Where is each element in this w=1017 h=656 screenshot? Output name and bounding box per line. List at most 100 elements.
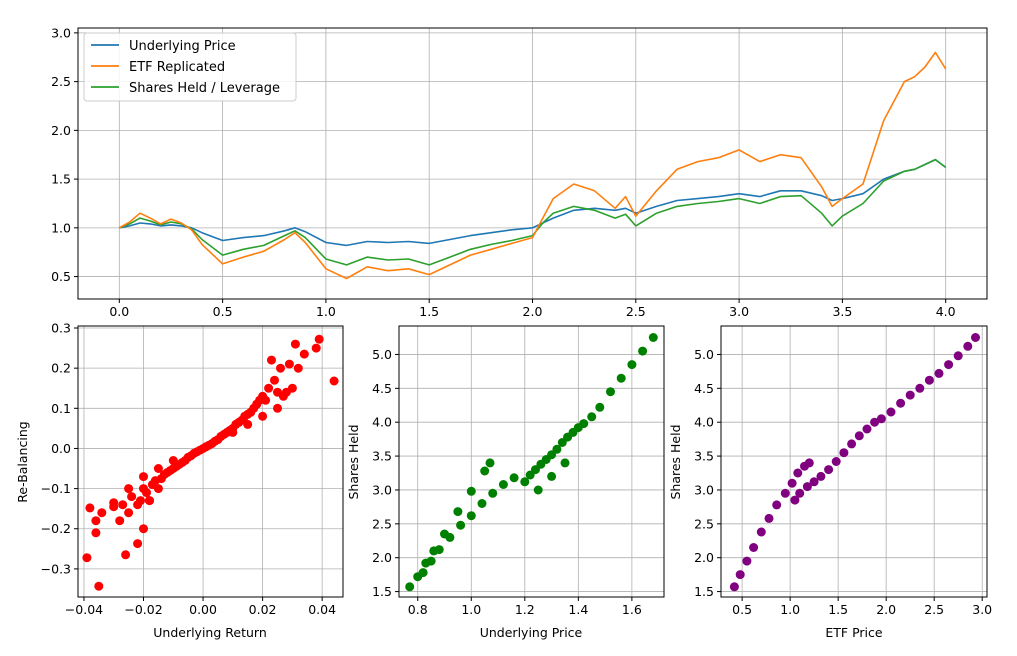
y-tick-label: 5.0 <box>694 347 714 362</box>
scatter-point <box>418 568 428 578</box>
line-chart-ticks: 0.0 0.5 1.0 1.5 2.0 2.5 3.0 3.5 4.0 0.5 1.0 1.5 2.0 2… <box>51 25 956 319</box>
scatter-point <box>91 516 101 526</box>
scatter-point <box>547 471 557 481</box>
scatter-shares-vs-etf-xlabel: ETF Price <box>825 625 882 640</box>
scatter-point <box>756 527 766 537</box>
scatter-shares-vs-etf: 0.5 1.0 1.5 2.0 2.5 3.0 1.5 2.0 2.5 3.0 3.5 4.0 4.5 5… <box>668 325 992 640</box>
y-tick-label: 1.5 <box>51 172 71 187</box>
scatter-point <box>886 407 896 417</box>
scatter-point <box>273 403 282 413</box>
scatter-point <box>85 503 95 513</box>
scatter-shares-vs-underlying-ticks: 0.8 1.0 1.2 1.4 1.6 1.5 2.0 2.5 3.0 3.5 4.0 4.5 5.0 <box>372 347 642 617</box>
scatter-shares-vs-underlying-ylabel: Shares Held <box>346 424 361 499</box>
y-tick-label: 3.0 <box>51 25 71 40</box>
series-line-etf-replicated <box>118 51 947 280</box>
scatter-point <box>228 427 238 437</box>
scatter-point <box>793 468 803 478</box>
scatter-point <box>91 528 101 538</box>
scatter-shares-vs-underlying-frame <box>398 325 665 598</box>
x-tick-label: 2.5 <box>626 304 646 319</box>
scatter-rebalancing-frame <box>77 325 344 598</box>
scatter-point <box>290 339 300 349</box>
scatter-point <box>264 383 274 393</box>
y-tick-label: 4.0 <box>694 415 714 430</box>
scatter-point <box>127 492 137 502</box>
y-tick-label: 2.5 <box>51 74 71 89</box>
scatter-point <box>276 363 285 373</box>
scatter-shares-vs-underlying-xlabel: Underlying Price <box>480 625 583 640</box>
x-tick-label: 3.5 <box>832 304 852 319</box>
series-line-shares-held-leverage <box>119 158 947 266</box>
scatter-point <box>552 444 562 454</box>
scatter-point <box>606 387 615 397</box>
scatter-shares-vs-etf-grid <box>721 326 987 597</box>
scatter-point <box>136 496 145 506</box>
scatter-point <box>115 516 125 526</box>
y-tick-label: 1.5 <box>694 584 714 599</box>
scatter-rebalancing: −0.04 −0.02 0.00 0.02 0.04 −0.3 −0.2 −0.1 0.0 0.1… <box>15 321 344 640</box>
scatter-rebalancing-ticks: −0.04 −0.02 0.00 0.02 0.04 −0.3 −0.2 −0.1 0.0 0.1… <box>41 321 336 617</box>
scatter-rebalancing-points <box>82 334 339 591</box>
scatter-rebalancing-ylabel: Re-Balancing <box>15 421 30 502</box>
scatter-point <box>772 500 782 510</box>
scatter-point <box>267 355 276 365</box>
scatter-point <box>816 471 826 481</box>
scatter-point <box>831 457 841 466</box>
scatter-point <box>426 556 436 566</box>
scatter-point <box>142 488 151 498</box>
legend-label-shares-held-leverage: Shares Held / Leverage <box>129 81 280 96</box>
scatter-point <box>168 456 178 465</box>
scatter-point <box>480 466 490 476</box>
y-tick-label: 3.5 <box>694 449 714 464</box>
scatter-point <box>809 477 819 487</box>
y-tick-label: −0.2 <box>41 521 71 536</box>
scatter-point <box>742 556 752 566</box>
scatter-point <box>648 333 658 342</box>
scatter-point <box>896 398 906 408</box>
x-tick-label: 0.0 <box>109 304 129 319</box>
scatter-point <box>153 484 163 494</box>
scatter-point <box>520 477 530 487</box>
scatter-point <box>795 488 805 498</box>
scatter-point <box>261 395 271 405</box>
scatter-point <box>498 480 508 489</box>
y-tick-label: 2.5 <box>694 516 714 531</box>
y-tick-label: 1.5 <box>372 584 392 599</box>
scatter-point <box>971 333 980 342</box>
scatter-point <box>790 495 800 505</box>
x-tick-label: 1.0 <box>461 602 481 617</box>
scatter-point <box>311 343 321 353</box>
scatter-point <box>121 550 131 560</box>
legend-label-underlying-price: Underlying Price <box>129 39 236 54</box>
scatter-point <box>963 341 973 351</box>
scatter-point <box>314 334 324 344</box>
scatter-shares-vs-underlying-points <box>405 333 658 592</box>
scatter-shares-vs-etf-frame <box>720 325 988 598</box>
legend: Underlying Price ETF Replicated Shares H… <box>83 32 297 102</box>
y-tick-label: 0.1 <box>51 401 71 416</box>
y-tick-label: 4.5 <box>372 381 392 396</box>
x-tick-label: −0.04 <box>65 602 103 617</box>
scatter-shares-vs-underlying: 0.8 1.0 1.2 1.4 1.61.52.02.53.03.54.04.55.0 … <box>346 325 665 640</box>
scatter-point <box>284 359 294 369</box>
scatter-point <box>453 507 463 517</box>
x-tick-label: 1.0 <box>316 304 336 319</box>
scatter-point <box>109 502 119 512</box>
x-tick-label: 0.02 <box>249 602 277 617</box>
y-tick-label: −0.3 <box>41 561 71 576</box>
scatter-point <box>735 570 745 580</box>
scatter-point <box>905 390 915 400</box>
scatter-point <box>839 448 849 458</box>
scatter-point <box>787 478 797 488</box>
scatter-point <box>405 582 415 592</box>
scatter-point <box>764 513 774 523</box>
scatter-point <box>477 499 487 508</box>
y-tick-label: 2.0 <box>51 123 71 138</box>
y-tick-label: 5.0 <box>372 347 392 362</box>
scatter-point <box>293 363 303 373</box>
y-tick-label: 2.0 <box>694 550 714 565</box>
x-tick-label: 4.0 <box>936 304 956 319</box>
scatter-shares-vs-etf-ylabel: Shares Held <box>668 424 683 499</box>
scatter-point <box>924 375 934 385</box>
